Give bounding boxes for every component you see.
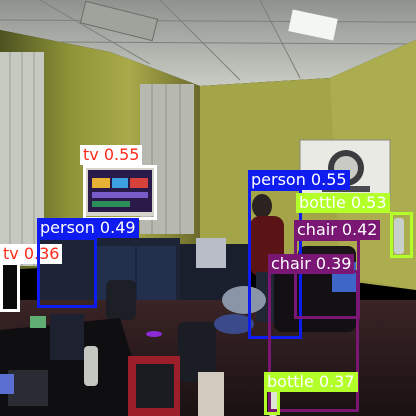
detection-box-bottle-2: [264, 388, 280, 415]
detection-label-tv-2: tv 0.36: [0, 244, 63, 264]
detection-label-person-2: person 0.55: [248, 170, 350, 190]
detection-label-chair-2: chair 0.39: [268, 254, 355, 274]
ceiling: [0, 0, 416, 86]
detection-label-bottle-1: bottle 0.53: [296, 193, 390, 213]
detection-label-chair-1: chair 0.42: [294, 220, 381, 240]
ceiling-light: [288, 9, 338, 41]
detection-box-tv-1: [83, 165, 157, 220]
ceiling-vent: [79, 0, 159, 42]
detection-label-person-1: person 0.49: [37, 218, 139, 238]
small-tv: [1, 262, 18, 310]
detection-box-person-1: [37, 237, 97, 308]
window-blinds-right: [140, 84, 194, 234]
detection-box-tv-2: [0, 262, 20, 312]
wall-monitor: [84, 166, 156, 216]
detection-box-bottle-1: [390, 212, 413, 258]
detection-label-tv-1: tv 0.55: [80, 145, 143, 165]
wall-bottle: [394, 218, 404, 254]
floor-clutter: [146, 262, 356, 337]
detection-label-bottle-2: bottle 0.37: [264, 372, 358, 392]
window-blinds-left: [0, 52, 44, 266]
